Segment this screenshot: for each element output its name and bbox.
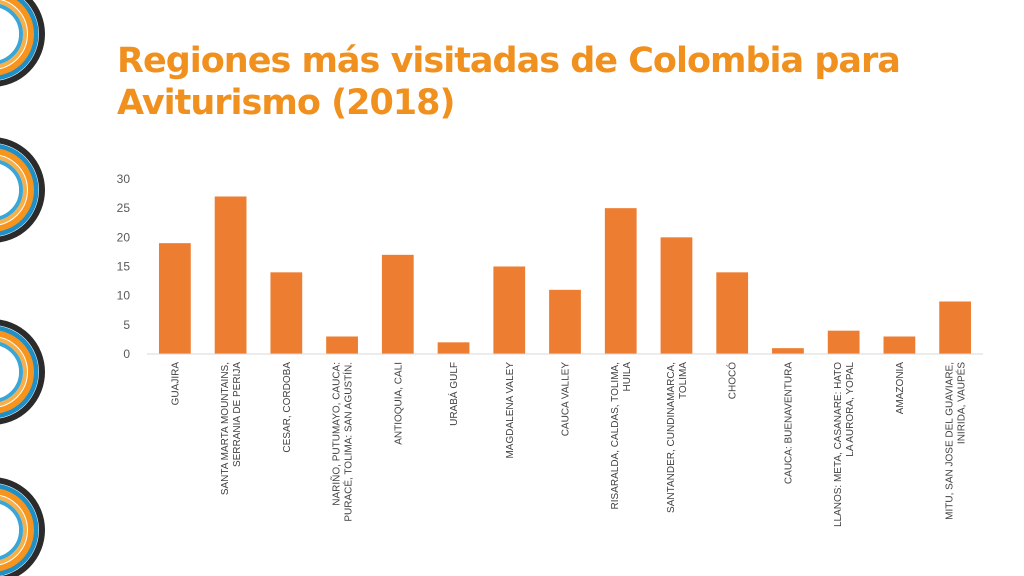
x-tick-label-line: SERRANIA DE PERIJA — [232, 362, 243, 467]
bar — [883, 336, 916, 354]
x-tick-label: RISARALDA, CALDAS, TOLIMA, HUILA — [610, 362, 633, 510]
decor-ring-0 — [0, 0, 27, 69]
x-tick-label-line: NARIÑO, PUTUMAYO, CAUCA: — [330, 362, 343, 506]
x-tick-label-line: AMAZONIA — [895, 362, 906, 415]
decor-ring-1 — [0, 155, 27, 225]
bar — [549, 289, 581, 354]
decor-ring-3 — [0, 484, 39, 576]
bar — [158, 243, 191, 354]
x-tick-label: MITU, SAN JOSE DEL GUAVIARE, INIRIDA, VAU… — [945, 362, 968, 520]
x-tick-label: LLANOS: META, CASANARE: HATO LA AURORA, Y… — [833, 362, 856, 527]
decor-ring-2 — [0, 337, 27, 407]
decor-ring-1 — [0, 164, 19, 216]
decor-ring-2 — [0, 342, 23, 402]
y-tick-label: 15 — [117, 260, 131, 274]
decor-ring-0 — [0, 4, 23, 64]
bar — [939, 301, 972, 354]
bar — [660, 237, 693, 354]
y-tick-label: 0 — [123, 347, 130, 361]
x-tick-label: AMAZONIA — [895, 362, 906, 415]
page-title: Regiones más visitadas de Colombia para … — [117, 41, 901, 123]
bar — [604, 208, 637, 354]
y-tick-label: 5 — [123, 318, 130, 332]
decor-ring-0 — [0, 0, 45, 87]
x-tick-label: CHOCÓ — [726, 362, 739, 399]
bar — [214, 196, 247, 354]
x-tick-label-line: CESAR, CORDOBA — [282, 362, 293, 453]
decor-ring-1 — [0, 144, 39, 236]
bar — [772, 348, 804, 354]
bar — [381, 254, 414, 354]
x-tick-label: MAGDALENA VALEY — [505, 362, 516, 459]
x-tick-label-line: URABÁ GULF — [447, 362, 460, 426]
x-tick-label-line: LA AURORA, YOPAL — [845, 362, 856, 457]
x-tick-label: ANTIOQUIA, CALI — [393, 362, 404, 445]
decor-ring-3 — [0, 477, 45, 576]
decorative-border-rings — [0, 0, 45, 576]
x-tick-label-line: TOLIMA — [678, 362, 689, 399]
x-tick-label: CESAR, CORDOBA — [282, 362, 293, 453]
decor-ring-1 — [0, 148, 34, 232]
x-tick-label: GUAJIRA — [170, 362, 181, 406]
x-tick-label: URABÁ GULF — [447, 362, 460, 426]
x-tick-label-line: RISARALDA, CALDAS, TOLIMA, — [610, 362, 621, 509]
decor-ring-2 — [0, 319, 45, 425]
decor-ring-3 — [0, 504, 19, 556]
bar — [827, 330, 860, 354]
x-tick-label-line: LLANOS: META, CASANARE: HATO — [833, 362, 844, 527]
y-tick-label: 10 — [117, 289, 131, 303]
decor-ring-2 — [0, 330, 34, 414]
y-tick-label: 20 — [117, 230, 131, 244]
bar — [493, 266, 526, 354]
x-tick-label-line: CAUCA: BUENAVENTURA — [783, 362, 794, 484]
decor-ring-0 — [0, 0, 39, 80]
decor-ring-3 — [0, 495, 27, 565]
bar — [270, 272, 303, 354]
x-tick-label: CAUCA: BUENAVENTURA — [783, 362, 794, 484]
x-tick-label: SANTA MARTA MOUNTAINS, SERRANIA DE PERIJA — [220, 362, 243, 496]
y-tick-label: 30 — [117, 172, 131, 186]
x-tick-label: CAUCA VALLEY — [561, 362, 572, 437]
decor-ring-2 — [0, 326, 39, 418]
x-tick-label-line: ANTIOQUIA, CALI — [393, 362, 404, 445]
x-tick-label-line: SANTANDER, CUNDINAMARCA, — [666, 362, 677, 513]
bar — [716, 272, 749, 354]
x-tick-label-line: PURACÉ, TOLIMA: SAN AGUSTÍN. — [342, 362, 355, 522]
decor-ring-0 — [0, 0, 34, 76]
y-tick-label: 25 — [117, 201, 131, 215]
x-tick-label-line: INIRIDA, VAUPÉS — [955, 362, 968, 444]
decor-ring-1 — [0, 137, 45, 243]
x-tick-label-line: MITU, SAN JOSE DEL GUAVIARE, — [945, 362, 956, 520]
x-tick-label-line: SANTA MARTA MOUNTAINS, — [220, 362, 231, 495]
x-tick-label: NARIÑO, PUTUMAYO, CAUCA: PURACÉ, TOLIMA: … — [330, 362, 355, 522]
decor-ring-0 — [0, 8, 19, 60]
decor-ring-2 — [0, 346, 19, 398]
x-tick-label-line: MAGDALENA VALEY — [505, 362, 516, 459]
x-tick-label: SANTANDER, CUNDINAMARCA, TOLIMA — [666, 362, 689, 513]
x-tick-label-line: HUILA — [622, 362, 633, 392]
x-tick-label-line: CAUCA VALLEY — [561, 362, 572, 437]
x-tick-label-line: CHOCÓ — [726, 362, 739, 399]
bar — [437, 342, 470, 354]
decor-ring-3 — [0, 488, 34, 572]
bar — [326, 336, 358, 354]
decor-ring-1 — [0, 160, 23, 220]
decor-ring-3 — [0, 500, 23, 560]
x-tick-label-line: GUAJIRA — [170, 362, 181, 406]
